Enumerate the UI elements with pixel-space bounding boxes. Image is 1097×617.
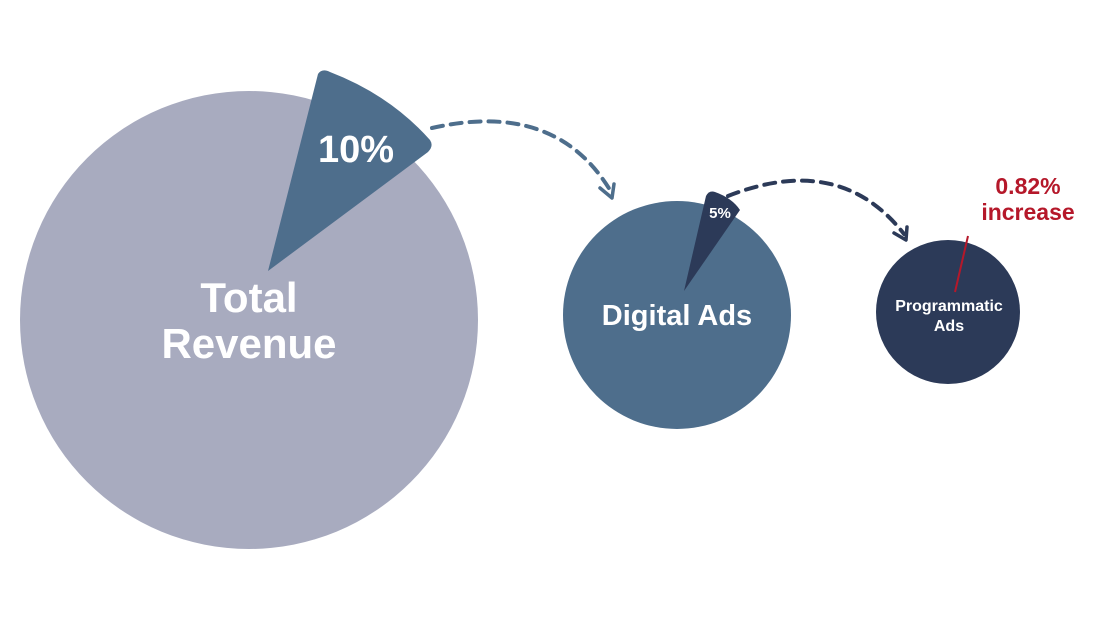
total-share-wedge [268, 70, 432, 272]
arrow-head-digital-to-programmatic [892, 225, 909, 242]
digital-share-wedge [684, 191, 740, 291]
total-revenue-label-line1: Total [200, 274, 297, 321]
programmatic-ads-circle [876, 240, 1020, 384]
digital-ads-label: Digital Ads [602, 300, 752, 332]
total-revenue-label-line2: Revenue [161, 320, 336, 367]
total-revenue-circle [20, 91, 478, 549]
total-share-label: 10% [318, 129, 394, 171]
programmatic-ads-label-line1: Programmatic [895, 298, 1003, 315]
callout-text: increase [981, 199, 1074, 225]
programmatic-share-line [954, 235, 969, 293]
arrow-total-to-digital [430, 119, 612, 192]
digital-ads-circle [563, 201, 791, 429]
callout-value: 0.82% [995, 173, 1060, 199]
arrow-digital-to-programmatic [726, 178, 906, 236]
programmatic-ads-label-line2: Ads [934, 318, 964, 335]
arrow-head-total-to-digital [598, 182, 616, 200]
digital-share-label: 5% [709, 205, 731, 222]
